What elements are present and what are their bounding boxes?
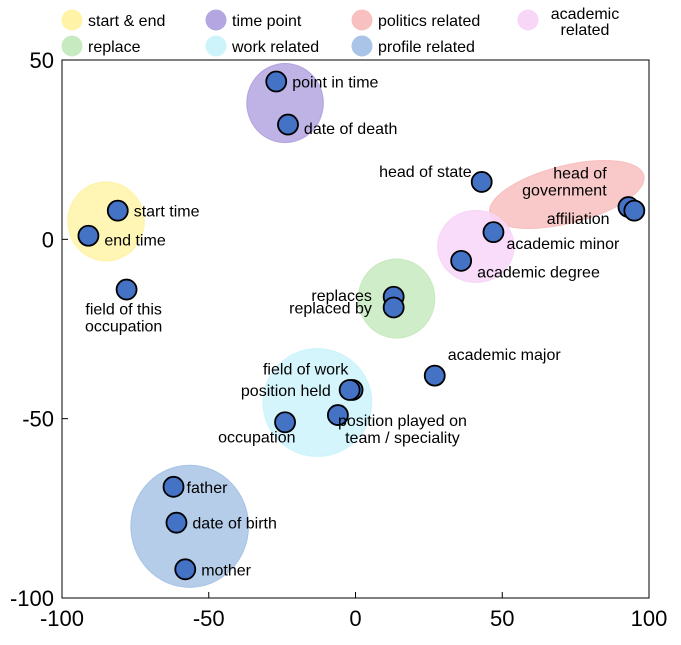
- legend-label-academic: academic: [551, 6, 619, 23]
- point-label: occupation: [218, 430, 295, 447]
- point-label: date of birth: [192, 516, 277, 533]
- legend-swatch-time_point: [205, 9, 227, 31]
- y-tick-label: -50: [22, 407, 54, 432]
- data-point: [174, 558, 197, 581]
- point-label: point in time: [292, 75, 378, 92]
- legend-label-work: work related: [231, 39, 319, 56]
- point-label: government: [522, 182, 607, 199]
- point-label: field of this: [85, 302, 161, 319]
- x-tick-label: 100: [631, 606, 668, 631]
- point-labels: point in time date of death start time end …: [85, 75, 620, 580]
- point-label: position played on: [338, 413, 467, 430]
- y-axis-ticks: 50 0 -50 -100: [10, 48, 68, 611]
- data-point: [423, 364, 446, 387]
- point-label: affiliation: [547, 211, 610, 228]
- x-tick-label: -50: [193, 606, 225, 631]
- data-point: [277, 113, 299, 136]
- point-label: academic minor: [506, 236, 620, 253]
- legend-label-politics: politics related: [378, 13, 480, 30]
- point-label: academic degree: [477, 265, 600, 282]
- point-label: academic major: [448, 347, 562, 364]
- legend-swatch-academic: [517, 9, 539, 31]
- data-point: [482, 221, 505, 244]
- point-label: team / speciality: [345, 430, 460, 447]
- point-label: mother: [201, 562, 251, 579]
- data-point: [470, 171, 493, 193]
- point-label: head of state: [379, 164, 472, 181]
- point-label: field of work: [263, 361, 349, 378]
- data-point: [265, 70, 288, 93]
- legend-label-replace: replace: [88, 39, 141, 56]
- data-point: [274, 411, 296, 434]
- data-point: [162, 475, 185, 498]
- legend-label-academic: related: [561, 22, 610, 39]
- point-label: father: [187, 480, 229, 497]
- x-axis-ticks: -100 -50 0 50 100: [40, 592, 667, 631]
- x-tick-label: -100: [40, 606, 84, 631]
- legend-swatch-replace: [61, 35, 83, 57]
- point-label: replaced by: [289, 300, 372, 317]
- cluster-profile: [130, 464, 249, 588]
- point-label: end time: [104, 232, 165, 249]
- y-tick-label: -100: [10, 586, 54, 611]
- legend-swatch-politics: [351, 9, 373, 31]
- data-points: [77, 70, 646, 581]
- legend-swatch-start_end: [61, 9, 83, 31]
- point-label: replaces: [311, 288, 371, 305]
- point-label: occupation: [85, 319, 162, 336]
- y-tick-label: 0: [42, 227, 54, 252]
- data-point: [338, 379, 361, 401]
- legend-swatch-work: [205, 35, 227, 57]
- data-point: [115, 278, 138, 301]
- data-point: [165, 511, 188, 534]
- point-label: position held: [241, 383, 331, 400]
- y-tick-label: 50: [30, 48, 54, 73]
- data-point: [77, 224, 100, 247]
- data-point: [326, 404, 349, 426]
- legend-label-start_end: start & end: [88, 13, 165, 30]
- x-tick-label: 0: [349, 606, 361, 631]
- data-point: [106, 199, 129, 222]
- data-point: [382, 296, 405, 319]
- legend: start & end time point politics related aca…: [61, 6, 619, 57]
- legend-label-time_point: time point: [232, 13, 302, 30]
- point-label: start time: [134, 204, 200, 221]
- legend-swatch-profile: [351, 35, 373, 57]
- x-tick-label: 50: [490, 606, 514, 631]
- legend-label-profile: profile related: [378, 39, 475, 56]
- data-point: [450, 249, 473, 272]
- data-point: [623, 199, 646, 222]
- point-label: head of: [553, 165, 607, 182]
- point-label: date of death: [304, 121, 397, 138]
